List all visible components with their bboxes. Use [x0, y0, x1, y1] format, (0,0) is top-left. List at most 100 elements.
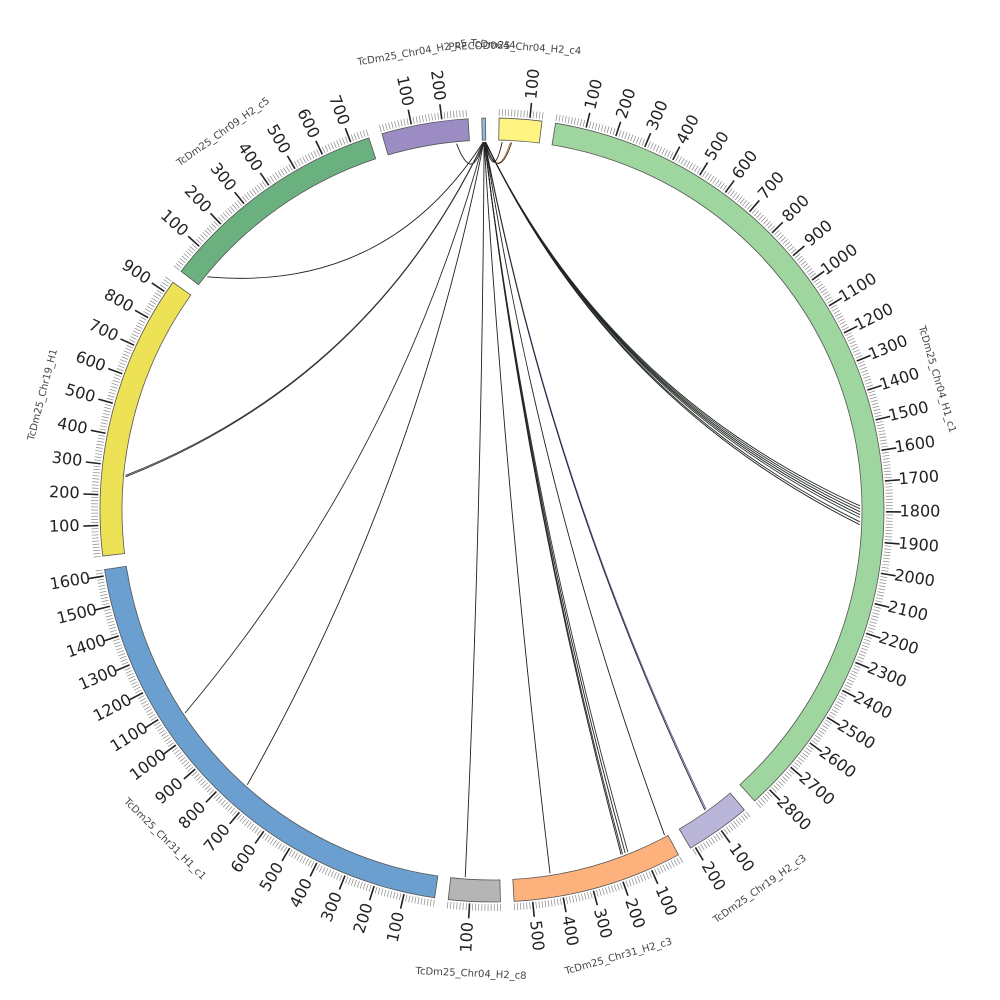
minor-tick: [836, 315, 844, 320]
minor-tick: [185, 764, 192, 770]
minor-tick: [123, 350, 131, 355]
minor-tick: [762, 795, 768, 802]
minor-tick: [573, 117, 576, 125]
minor-tick: [813, 278, 820, 283]
tick-label: 500: [701, 128, 733, 164]
minor-tick: [576, 118, 580, 126]
minor-tick: [350, 134, 354, 142]
major-tick: [720, 829, 731, 844]
minor-tick: [424, 114, 427, 122]
minor-tick: [181, 255, 188, 261]
minor-tick: [215, 795, 222, 802]
minor-tick: [391, 121, 394, 129]
link-9: [483, 142, 626, 854]
minor-tick: [619, 882, 623, 890]
minor-tick: [867, 630, 874, 633]
minor-tick: [411, 895, 414, 903]
minor-tick: [878, 430, 886, 433]
minor-tick: [399, 893, 402, 901]
minor-tick: [275, 172, 280, 179]
minor-tick: [833, 706, 840, 711]
minor-tick: [788, 246, 795, 252]
minor-tick: [277, 843, 283, 850]
tick-label: 1200: [851, 299, 896, 334]
major-tick: [562, 897, 567, 913]
minor-tick: [715, 833, 721, 840]
minor-tick: [739, 198, 745, 205]
minor-tick: [345, 876, 349, 884]
minor-tick: [865, 381, 873, 385]
minor-tick: [138, 319, 146, 324]
minor-tick: [769, 225, 776, 231]
minor-tick: [147, 711, 154, 716]
minor-tick: [175, 263, 182, 268]
minor-tick: [316, 864, 320, 871]
minor-tick: [820, 727, 827, 732]
minor-tick: [394, 120, 397, 128]
minor-tick: [876, 597, 884, 600]
tick-label: 1400: [877, 364, 922, 394]
minor-tick: [293, 161, 298, 168]
minor-tick: [339, 139, 343, 146]
minor-tick: [379, 125, 382, 132]
minor-tick: [862, 372, 870, 376]
minor-tick: [883, 467, 891, 469]
minor-tick: [572, 895, 575, 903]
segment-label-precod0644: PRECOD0644: [448, 40, 516, 52]
minor-tick: [600, 124, 604, 132]
minor-tick: [882, 560, 890, 563]
link-10: [484, 142, 623, 855]
minor-tick: [277, 170, 283, 177]
minor-tick: [637, 876, 641, 883]
minor-tick: [109, 629, 117, 633]
minor-tick: [728, 824, 734, 831]
minor-tick: [631, 878, 635, 886]
minor-tick: [844, 684, 852, 689]
major-tick: [407, 109, 413, 125]
minor-tick: [851, 670, 859, 675]
minor-tick: [869, 393, 876, 397]
minor-tick: [613, 884, 617, 892]
minor-tick: [350, 878, 355, 886]
tick-label: 700: [325, 92, 354, 127]
tick-label: 700: [200, 820, 234, 856]
minor-tick: [126, 672, 134, 677]
minor-tick: [101, 599, 109, 603]
minor-tick: [283, 167, 288, 174]
major-tick: [768, 789, 781, 801]
minor-tick: [159, 729, 166, 735]
minor-tick: [861, 369, 868, 373]
minor-tick: [164, 737, 171, 742]
minor-tick: [870, 399, 878, 403]
minor-tick: [883, 464, 891, 466]
minor-tick: [313, 150, 318, 158]
minor-tick: [115, 644, 122, 648]
major-tick: [368, 885, 375, 901]
major-tick: [120, 338, 135, 346]
minor-tick: [173, 265, 180, 271]
minor-tick: [756, 212, 762, 219]
major-tick: [183, 768, 196, 780]
minor-tick: [179, 757, 186, 762]
minor-tick: [93, 468, 101, 471]
major-tick: [344, 127, 352, 143]
tick-label: 900: [800, 216, 836, 250]
minor-tick: [92, 478, 100, 480]
minor-tick: [743, 813, 749, 820]
minor-tick: [102, 602, 110, 606]
minor-tick: [94, 453, 102, 455]
minor-tick: [206, 227, 213, 234]
minor-tick: [740, 815, 746, 822]
minor-tick: [813, 737, 820, 743]
minor-tick: [666, 150, 671, 158]
major-tick: [187, 235, 200, 247]
minor-tick: [547, 899, 550, 907]
minor-tick: [117, 365, 125, 369]
minor-tick: [100, 593, 108, 597]
minor-tick: [121, 661, 129, 665]
minor-tick: [267, 836, 272, 843]
minor-tick: [587, 892, 590, 900]
major-tick: [98, 398, 113, 404]
minor-tick: [800, 754, 807, 760]
